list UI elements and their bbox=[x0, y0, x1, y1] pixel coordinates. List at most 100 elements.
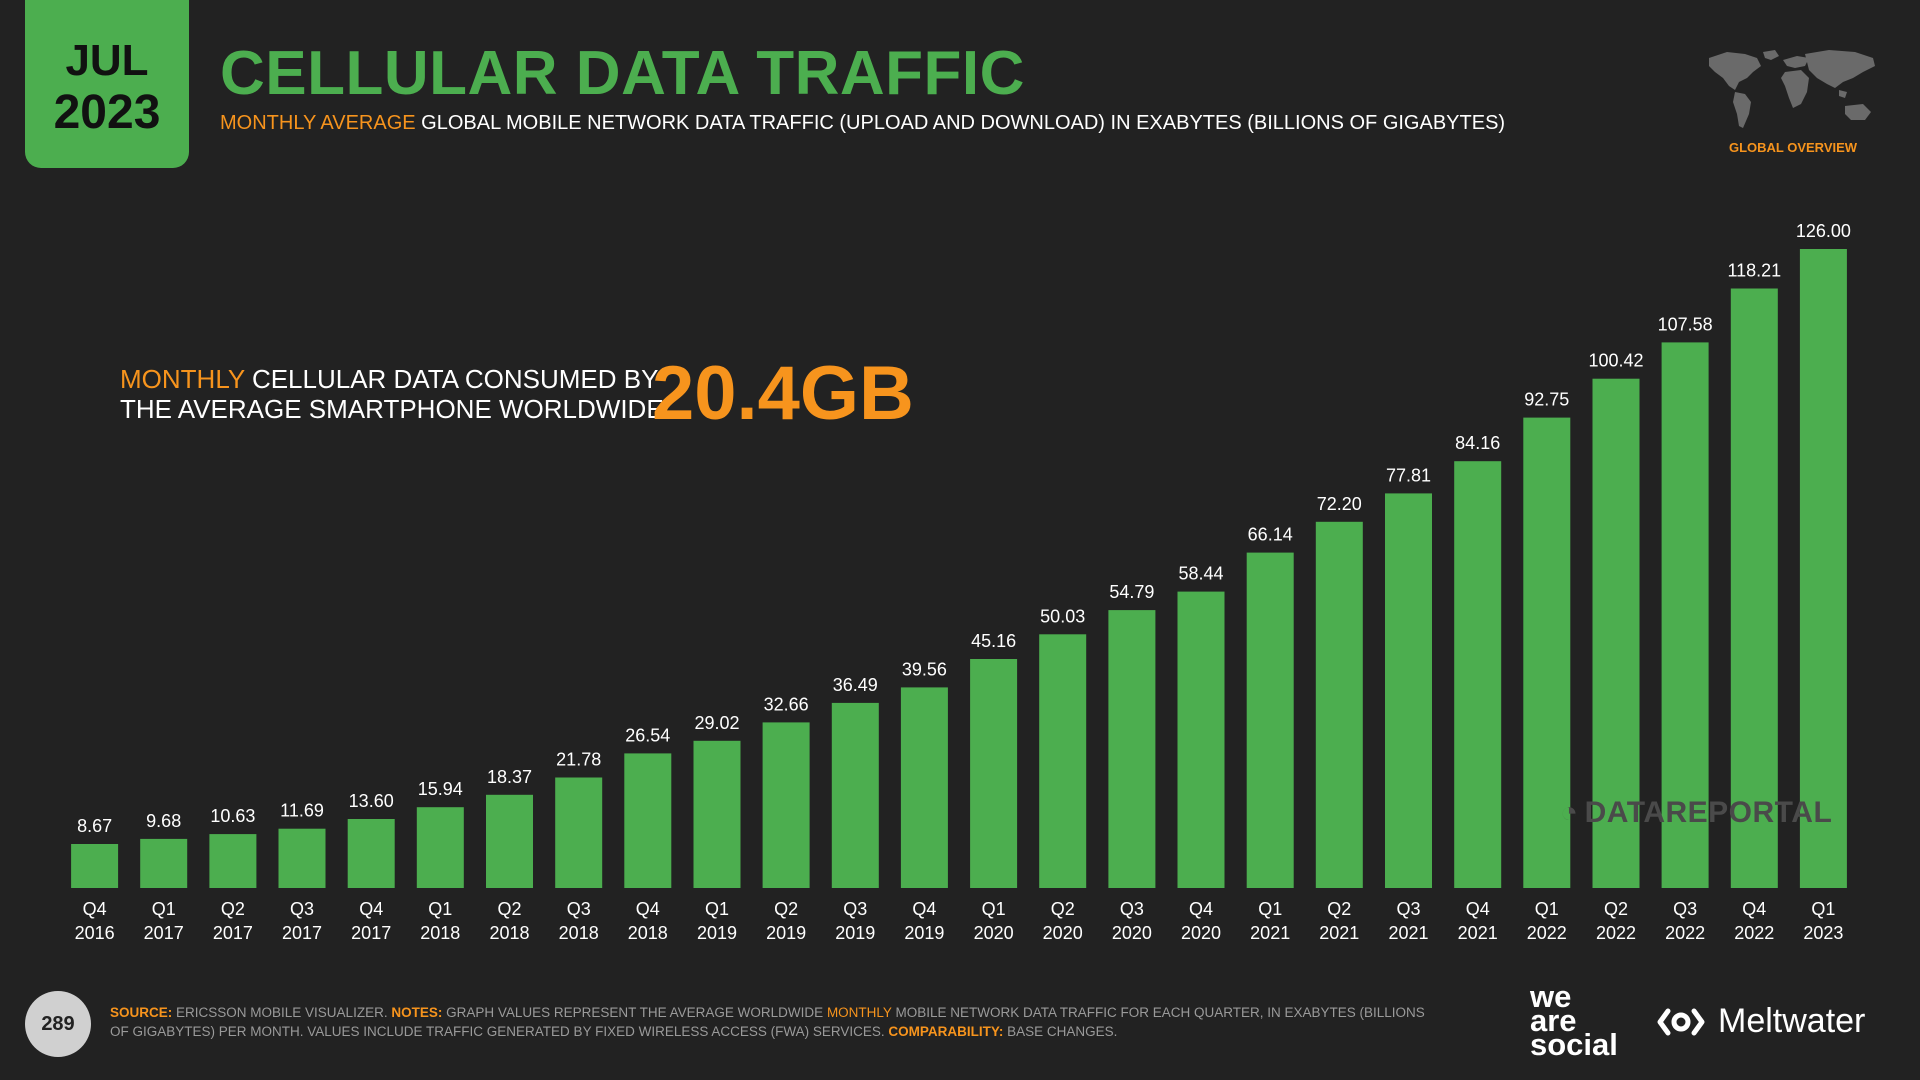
x-tick-year: 2022 bbox=[1665, 923, 1705, 943]
watermark: ◔ DATAREPORTAL bbox=[1560, 796, 1832, 830]
x-tick-year: 2019 bbox=[697, 923, 737, 943]
x-tick-quarter: Q4 bbox=[1466, 899, 1490, 919]
bar bbox=[970, 659, 1018, 888]
logo-line-we: we bbox=[1530, 979, 1572, 1014]
callout-line1: CELLULAR DATA CONSUMED BY bbox=[244, 364, 659, 394]
bar-value-label: 32.66 bbox=[764, 694, 809, 714]
comparability-text: BASE CHANGES. bbox=[1003, 1024, 1118, 1039]
meltwater-text: Meltwater bbox=[1718, 1002, 1866, 1040]
source-note: SOURCE: ERICSSON MOBILE VISUALIZER. NOTE… bbox=[110, 1003, 1440, 1041]
bar bbox=[1661, 342, 1709, 888]
comparability-label: COMPARABILITY: bbox=[888, 1024, 1004, 1039]
date-month: JUL bbox=[65, 36, 149, 85]
callout-line2: THE AVERAGE SMARTPHONE WORLDWIDE: bbox=[120, 394, 671, 424]
x-tick-quarter: Q1 bbox=[1535, 899, 1559, 919]
x-tick-year: 2016 bbox=[75, 923, 115, 943]
x-tick-quarter: Q1 bbox=[1811, 899, 1835, 919]
x-tick-quarter: Q2 bbox=[1604, 899, 1628, 919]
x-tick-quarter: Q2 bbox=[497, 899, 521, 919]
subtitle-accent: MONTHLY AVERAGE bbox=[220, 112, 416, 134]
bar-value-label: 50.03 bbox=[1040, 606, 1085, 626]
bar bbox=[831, 702, 879, 888]
bar bbox=[486, 794, 533, 888]
x-tick-quarter: Q2 bbox=[774, 899, 798, 919]
x-tick-quarter: Q3 bbox=[290, 899, 314, 919]
x-tick-year: 2022 bbox=[1596, 923, 1636, 943]
x-tick-quarter: Q3 bbox=[843, 899, 867, 919]
bar bbox=[1454, 461, 1502, 888]
bar bbox=[1039, 634, 1087, 888]
x-tick-year: 2019 bbox=[766, 923, 806, 943]
page-title: CELLULAR DATA TRAFFIC bbox=[220, 39, 1025, 108]
meltwater-logo: Meltwater bbox=[1652, 1002, 1865, 1041]
x-tick-year: 2021 bbox=[1250, 923, 1290, 943]
bar bbox=[347, 819, 395, 888]
x-tick-year: 2020 bbox=[1043, 923, 1083, 943]
x-tick-quarter: Q4 bbox=[636, 899, 660, 919]
bar-value-label: 39.56 bbox=[902, 659, 947, 679]
x-tick-year: 2018 bbox=[489, 923, 529, 943]
bar-value-label: 84.16 bbox=[1455, 433, 1500, 453]
bar-value-label: 45.16 bbox=[971, 631, 1016, 651]
bar bbox=[140, 838, 188, 888]
x-tick-year: 2020 bbox=[1112, 923, 1152, 943]
x-tick-year: 2019 bbox=[904, 923, 944, 943]
callout-accent: MONTHLY bbox=[120, 364, 245, 394]
bar bbox=[1246, 552, 1294, 888]
x-tick-year: 2018 bbox=[628, 923, 668, 943]
world-map-icon bbox=[1709, 50, 1875, 128]
x-tick-year: 2017 bbox=[144, 923, 184, 943]
bar-value-label: 126.00 bbox=[1796, 221, 1851, 241]
date-badge: JUL 2023 bbox=[25, 0, 189, 168]
x-tick-year: 2023 bbox=[1803, 923, 1843, 943]
x-tick-year: 2021 bbox=[1458, 923, 1498, 943]
x-tick-quarter: Q4 bbox=[83, 899, 107, 919]
logo-line-social: social bbox=[1530, 1027, 1618, 1062]
we-are-social-logo: we are social bbox=[1530, 979, 1618, 1062]
bar bbox=[900, 687, 948, 888]
bar bbox=[1108, 610, 1156, 888]
x-tick-quarter: Q4 bbox=[359, 899, 383, 919]
notes-text-2: MOBILE NETWORK DATA TRAFFIC FOR EACH QUA… bbox=[110, 1005, 1425, 1039]
bar-value-label: 92.75 bbox=[1524, 390, 1569, 410]
bar-value-label: 11.69 bbox=[280, 801, 324, 821]
bar-value-label: 72.20 bbox=[1317, 494, 1362, 514]
x-tick-year: 2020 bbox=[1181, 923, 1221, 943]
x-tick-quarter: Q3 bbox=[1673, 899, 1697, 919]
bar bbox=[624, 753, 672, 888]
bar bbox=[555, 777, 603, 888]
notes-text-1: GRAPH VALUES REPRESENT THE AVERAGE WORLD… bbox=[442, 1005, 827, 1020]
bar bbox=[1177, 591, 1225, 888]
notes-label: NOTES: bbox=[391, 1005, 443, 1020]
x-tick-quarter: Q1 bbox=[705, 899, 729, 919]
bar bbox=[1799, 249, 1847, 888]
bar bbox=[1315, 521, 1363, 888]
x-tick-year: 2021 bbox=[1319, 923, 1359, 943]
x-tick-quarter: Q3 bbox=[1120, 899, 1144, 919]
x-tick-year: 2021 bbox=[1388, 923, 1428, 943]
bar-value-label: 8.67 bbox=[77, 816, 112, 836]
bar-chart: 8.67 Q4 2016 9.68 Q1 2017 10.63 Q2 2017 11.69 Q3 20… bbox=[71, 221, 1851, 943]
x-tick-quarter: Q2 bbox=[221, 899, 245, 919]
bar-value-label: 36.49 bbox=[833, 675, 878, 695]
callout-text: MONTHLY CELLULAR DATA CONSUMED BY THE AV… bbox=[120, 364, 671, 424]
bar bbox=[762, 722, 810, 888]
x-tick-quarter: Q1 bbox=[1258, 899, 1282, 919]
date-year: 2023 bbox=[53, 86, 161, 139]
bar bbox=[1730, 288, 1778, 888]
bar-value-label: 107.58 bbox=[1658, 314, 1713, 334]
x-tick-quarter: Q3 bbox=[1396, 899, 1420, 919]
bar-value-label: 10.63 bbox=[210, 806, 255, 826]
page-number: 289 bbox=[25, 991, 91, 1057]
notes-highlight: MONTHLY bbox=[826, 1005, 892, 1020]
x-tick-quarter: Q4 bbox=[912, 899, 936, 919]
x-tick-quarter: Q2 bbox=[1051, 899, 1075, 919]
x-tick-quarter: Q2 bbox=[1327, 899, 1351, 919]
x-tick-year: 2018 bbox=[420, 923, 460, 943]
bar-value-label: 100.42 bbox=[1588, 351, 1643, 371]
bar-value-label: 18.37 bbox=[487, 767, 532, 787]
global-overview-label: GLOBAL OVERVIEW bbox=[1728, 140, 1858, 155]
x-tick-quarter: Q4 bbox=[1742, 899, 1766, 919]
x-tick-quarter: Q4 bbox=[1189, 899, 1213, 919]
bar bbox=[71, 844, 119, 888]
